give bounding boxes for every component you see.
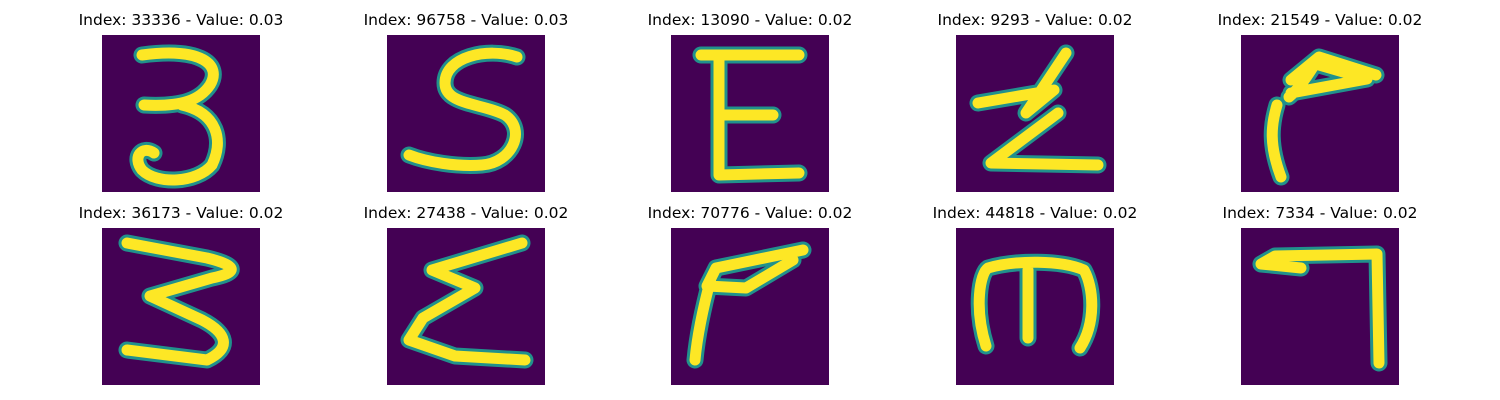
stroke-core [121, 237, 237, 366]
stroke-core [695, 49, 805, 181]
panel-title: Index: 9293 - Value: 0.02 [937, 11, 1133, 29]
glyph-strokes [129, 44, 226, 189]
panel-title: Index: 27438 - Value: 0.02 [363, 204, 569, 222]
stroke-core [403, 237, 531, 366]
glyph-strokes [686, 241, 812, 369]
glyph-image [956, 228, 1114, 385]
stroke-core [1255, 248, 1385, 369]
glyph-strokes [1263, 48, 1385, 186]
glyph-strokes [400, 44, 526, 174]
glyph-image [102, 228, 260, 385]
glyph-image [387, 35, 545, 192]
glyph-strokes [1252, 245, 1388, 372]
glyph-strokes [118, 234, 240, 369]
stroke-core [403, 47, 523, 171]
stroke-core [1266, 51, 1382, 183]
panel-title: Index: 36173 - Value: 0.02 [78, 204, 284, 222]
panel-title: Index: 21549 - Value: 0.02 [1217, 11, 1423, 29]
glyph-strokes [969, 44, 1107, 174]
stroke-core [132, 47, 223, 186]
glyph-image [1241, 35, 1399, 192]
panel-title: Index: 96758 - Value: 0.03 [363, 11, 569, 29]
panel-title: Index: 7334 - Value: 0.02 [1222, 204, 1418, 222]
glyph-image [671, 35, 829, 192]
stroke-core [689, 244, 809, 366]
glyph-image [1241, 228, 1399, 385]
stroke-core [973, 256, 1098, 354]
panel-title: Index: 33336 - Value: 0.03 [78, 11, 284, 29]
glyph-image [671, 228, 829, 385]
glyph-strokes [970, 253, 1101, 357]
glyph-strokes [692, 46, 808, 184]
glyph-image [956, 35, 1114, 192]
glyph-strokes [400, 234, 534, 369]
panel-title: Index: 70776 - Value: 0.02 [647, 204, 853, 222]
panel-title: Index: 13090 - Value: 0.02 [647, 11, 853, 29]
glyph-image [102, 35, 260, 192]
panel-title: Index: 44818 - Value: 0.02 [932, 204, 1138, 222]
stroke-core [972, 47, 1104, 171]
glyph-image [387, 228, 545, 385]
